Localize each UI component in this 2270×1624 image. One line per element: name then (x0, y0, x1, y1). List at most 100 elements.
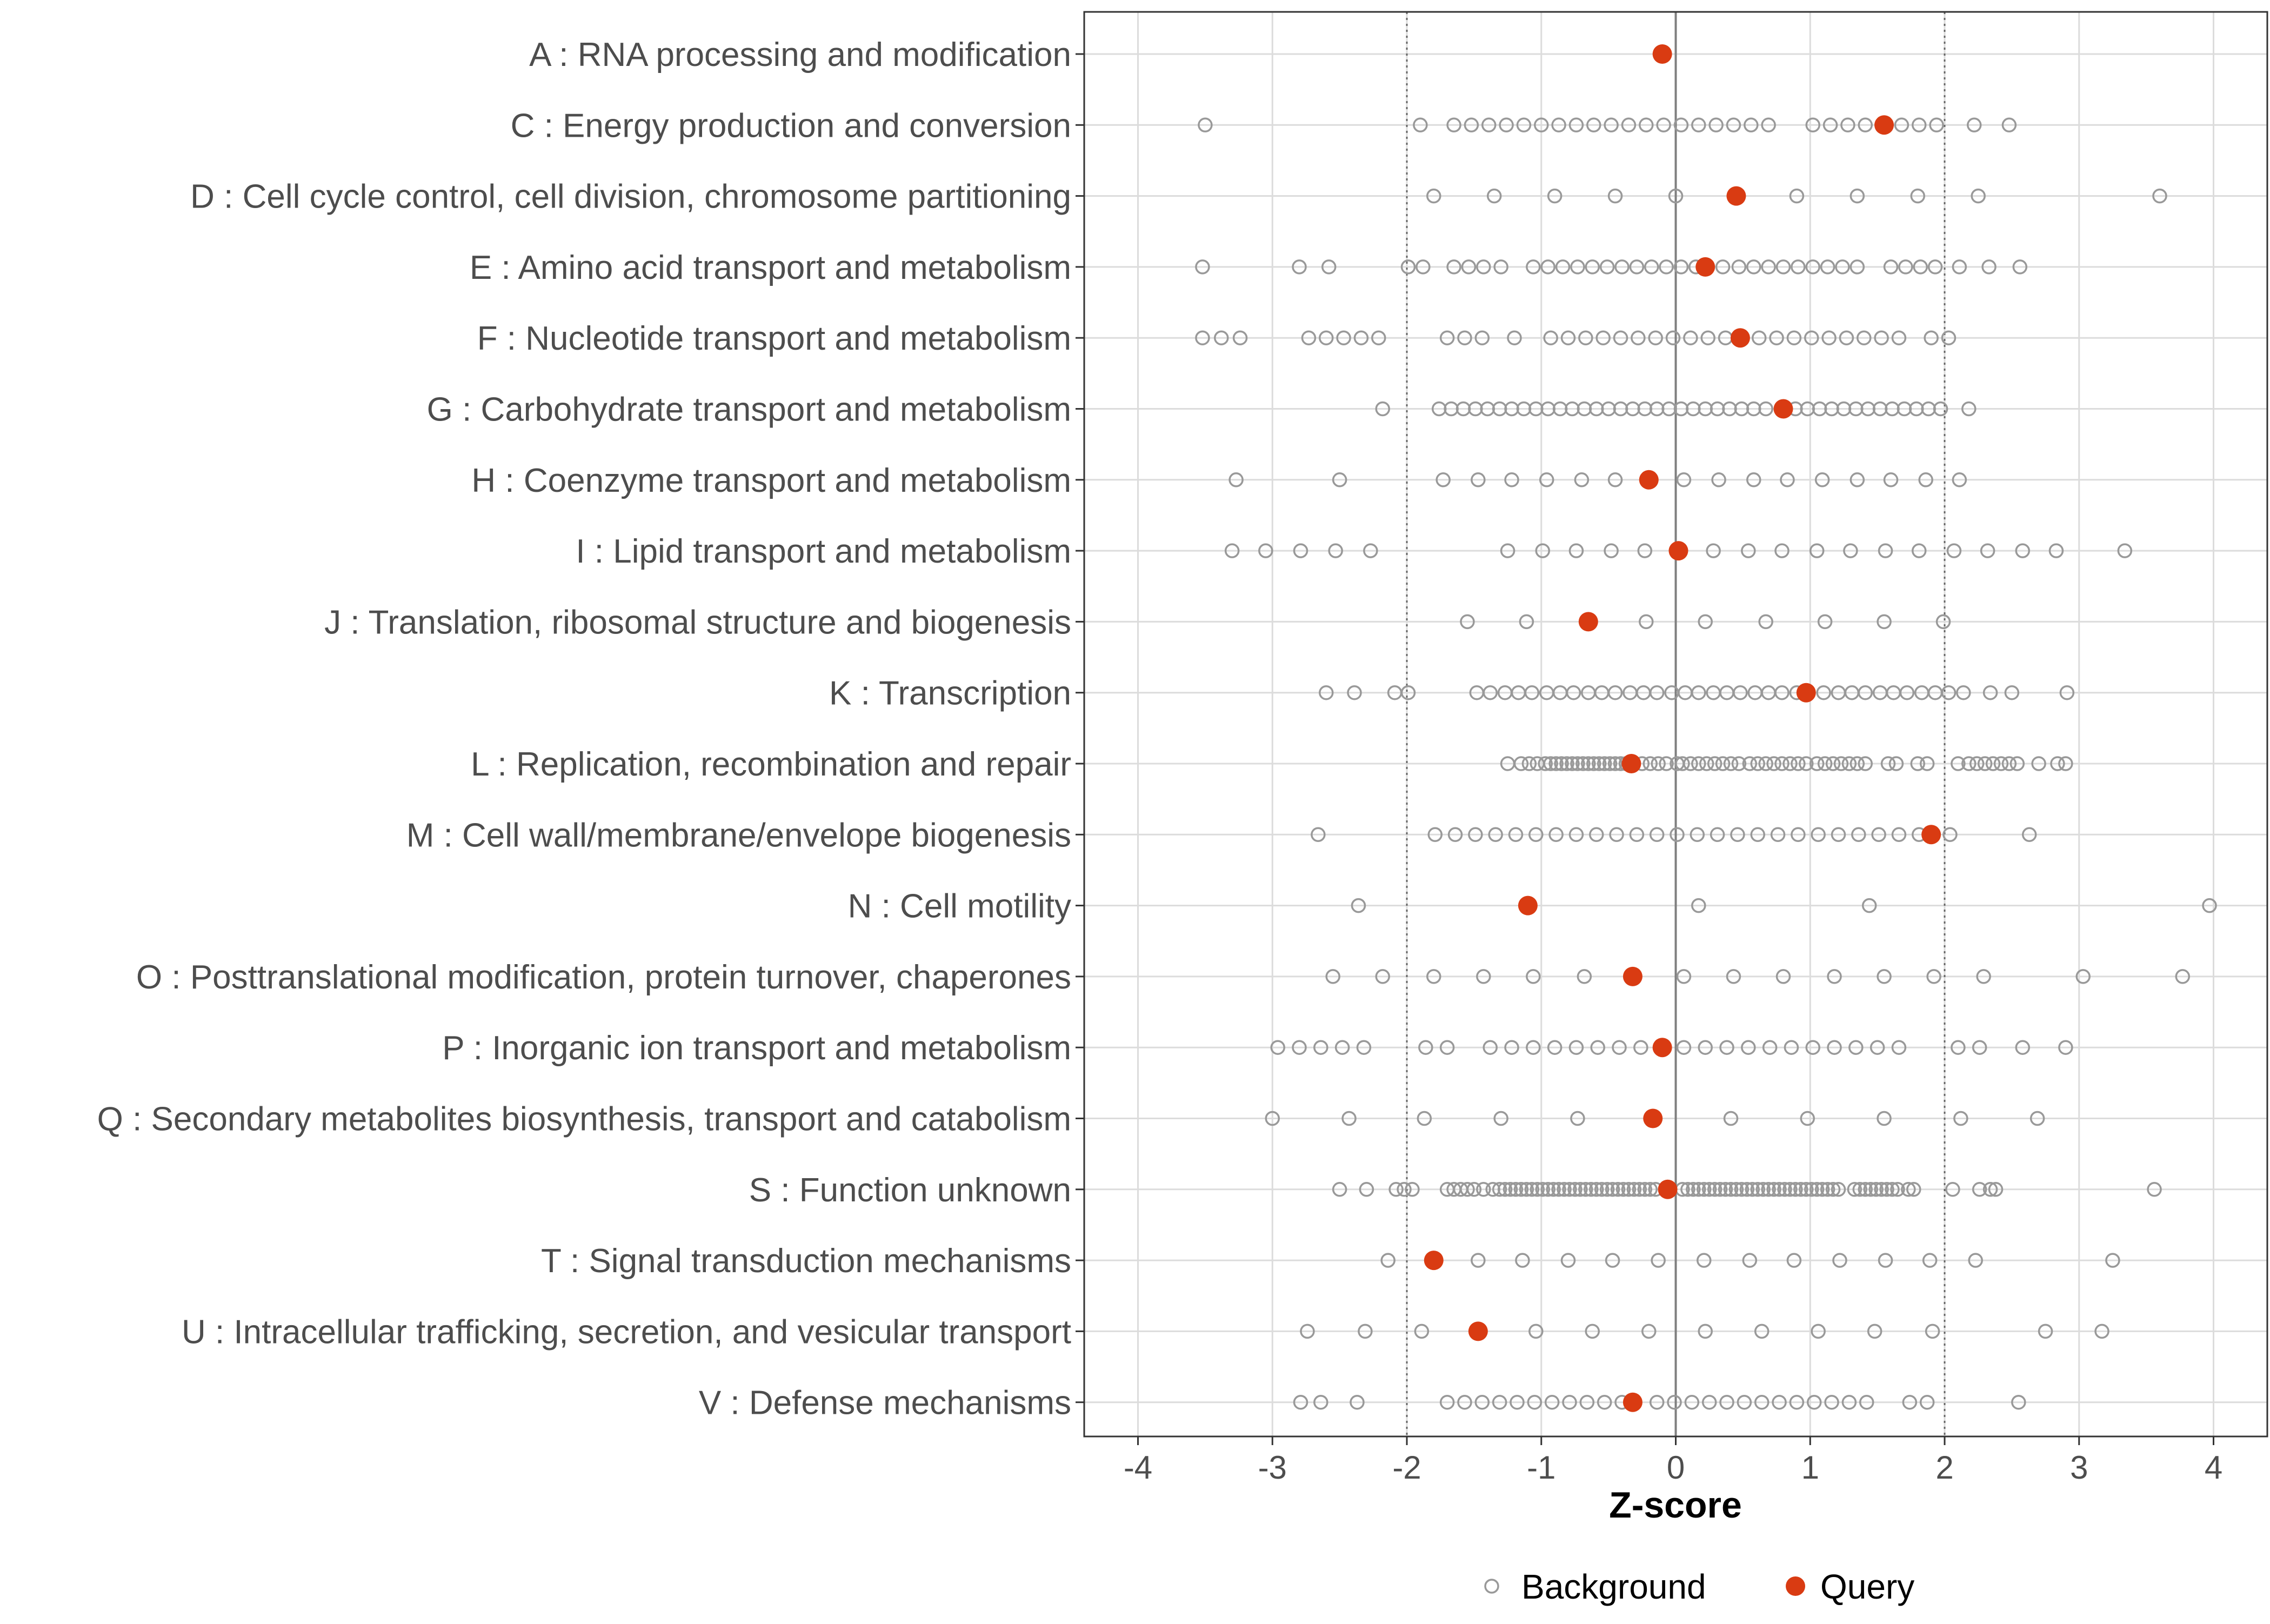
x-tick-label: 4 (2205, 1449, 2222, 1486)
background-point (2015, 543, 2031, 558)
background-point (1446, 259, 1461, 275)
category-label: O : Posttranslational modification, prot… (136, 959, 1071, 996)
background-point (1891, 330, 1907, 345)
background-point (2075, 969, 2091, 984)
background-point (1835, 259, 1850, 275)
background-point (1319, 685, 1334, 700)
background-point (1699, 756, 1714, 771)
background-point (1568, 1040, 1584, 1055)
background-point (1741, 1040, 1756, 1055)
background-point (1626, 1182, 1642, 1197)
background-point (1586, 756, 1601, 771)
background-point (1952, 259, 1967, 275)
background-point (1526, 1040, 1541, 1055)
background-point (1691, 756, 1706, 771)
background-point (1731, 259, 1747, 275)
background-point (1726, 969, 1741, 984)
background-point (1570, 259, 1585, 275)
background-point (1968, 1253, 1983, 1268)
background-point (1766, 756, 1781, 771)
background-point (1461, 259, 1477, 275)
query-point (1658, 1179, 1678, 1199)
x-axis: -4 -3 -2 -1 0 1 2 3 4 (1124, 1436, 2222, 1486)
background-point (1686, 1182, 1701, 1197)
background-point (1457, 330, 1472, 345)
background-point (1547, 188, 1563, 204)
background-point (1929, 117, 1944, 133)
background-point (1612, 1040, 1627, 1055)
background-point (1731, 756, 1747, 771)
background-point (1629, 827, 1645, 843)
background-point (1789, 188, 1805, 204)
background-point (1380, 1253, 1396, 1268)
background-point (1961, 756, 1977, 771)
background-point (1497, 1182, 1513, 1197)
background-point (1758, 756, 1773, 771)
background-point (2058, 756, 2073, 771)
background-point (1519, 614, 1534, 630)
query-point (1726, 186, 1746, 206)
background-point (1313, 1394, 1328, 1410)
background-point (1464, 117, 1479, 133)
background-point (1870, 1040, 1885, 1055)
background-point (1707, 756, 1722, 771)
background-point (2048, 543, 2064, 558)
background-point (1712, 1182, 1728, 1197)
background-point (1880, 756, 1896, 771)
background-point (1894, 117, 1910, 133)
background-point (1528, 1324, 1544, 1339)
background-point (1841, 756, 1857, 771)
background-point (1670, 827, 1685, 843)
query-point (1668, 541, 1688, 561)
background-point (1544, 1394, 1560, 1410)
background-point (1621, 1182, 1637, 1197)
background-point (1961, 401, 1977, 417)
background-point (1728, 1182, 1744, 1197)
background-point (1599, 259, 1615, 275)
background-point (1739, 1182, 1755, 1197)
background-point (1568, 827, 1584, 843)
background-point (1698, 1324, 1713, 1339)
background-point (1827, 1040, 1842, 1055)
background-point (1774, 543, 1790, 558)
background-point (1492, 1182, 1507, 1197)
background-point (2152, 188, 2167, 204)
background-point (1758, 614, 1773, 630)
background-point (1232, 330, 1248, 345)
background-point (1615, 1182, 1631, 1197)
background-point (1639, 614, 1654, 630)
background-point (2011, 1394, 2026, 1410)
background-point (1723, 1111, 1739, 1126)
background-point (1548, 756, 1564, 771)
background-point (1293, 1394, 1308, 1410)
background-point (1568, 117, 1584, 133)
background-point (1780, 472, 1795, 487)
background-point (1745, 1182, 1760, 1197)
background-point (1684, 1394, 1700, 1410)
background-point (1347, 685, 1362, 700)
background-point (1649, 685, 1665, 700)
background-point (1375, 401, 1390, 417)
background-point (1426, 969, 1441, 984)
category-label: K : Transcription (829, 675, 1071, 712)
category-label: S : Function unknown (749, 1172, 1071, 1209)
background-point (1471, 1253, 1486, 1268)
background-point (1551, 1182, 1566, 1197)
background-point (1300, 1324, 1315, 1339)
background-point (1427, 827, 1443, 843)
background-point (1741, 543, 1756, 558)
background-point (1325, 969, 1340, 984)
background-point (1447, 827, 1463, 843)
background-point (1560, 1253, 1576, 1268)
background-point (1799, 1182, 1814, 1197)
background-point (1971, 188, 1986, 204)
x-tick-label: 2 (1935, 1449, 1953, 1486)
query-point (1623, 966, 1643, 986)
background-point (1568, 543, 1584, 558)
background-point (1353, 330, 1369, 345)
background-point (1951, 756, 1966, 771)
background-point (1673, 117, 1689, 133)
background-point (2001, 756, 2017, 771)
background-point (1901, 1182, 1916, 1197)
background-point (1777, 1182, 1792, 1197)
